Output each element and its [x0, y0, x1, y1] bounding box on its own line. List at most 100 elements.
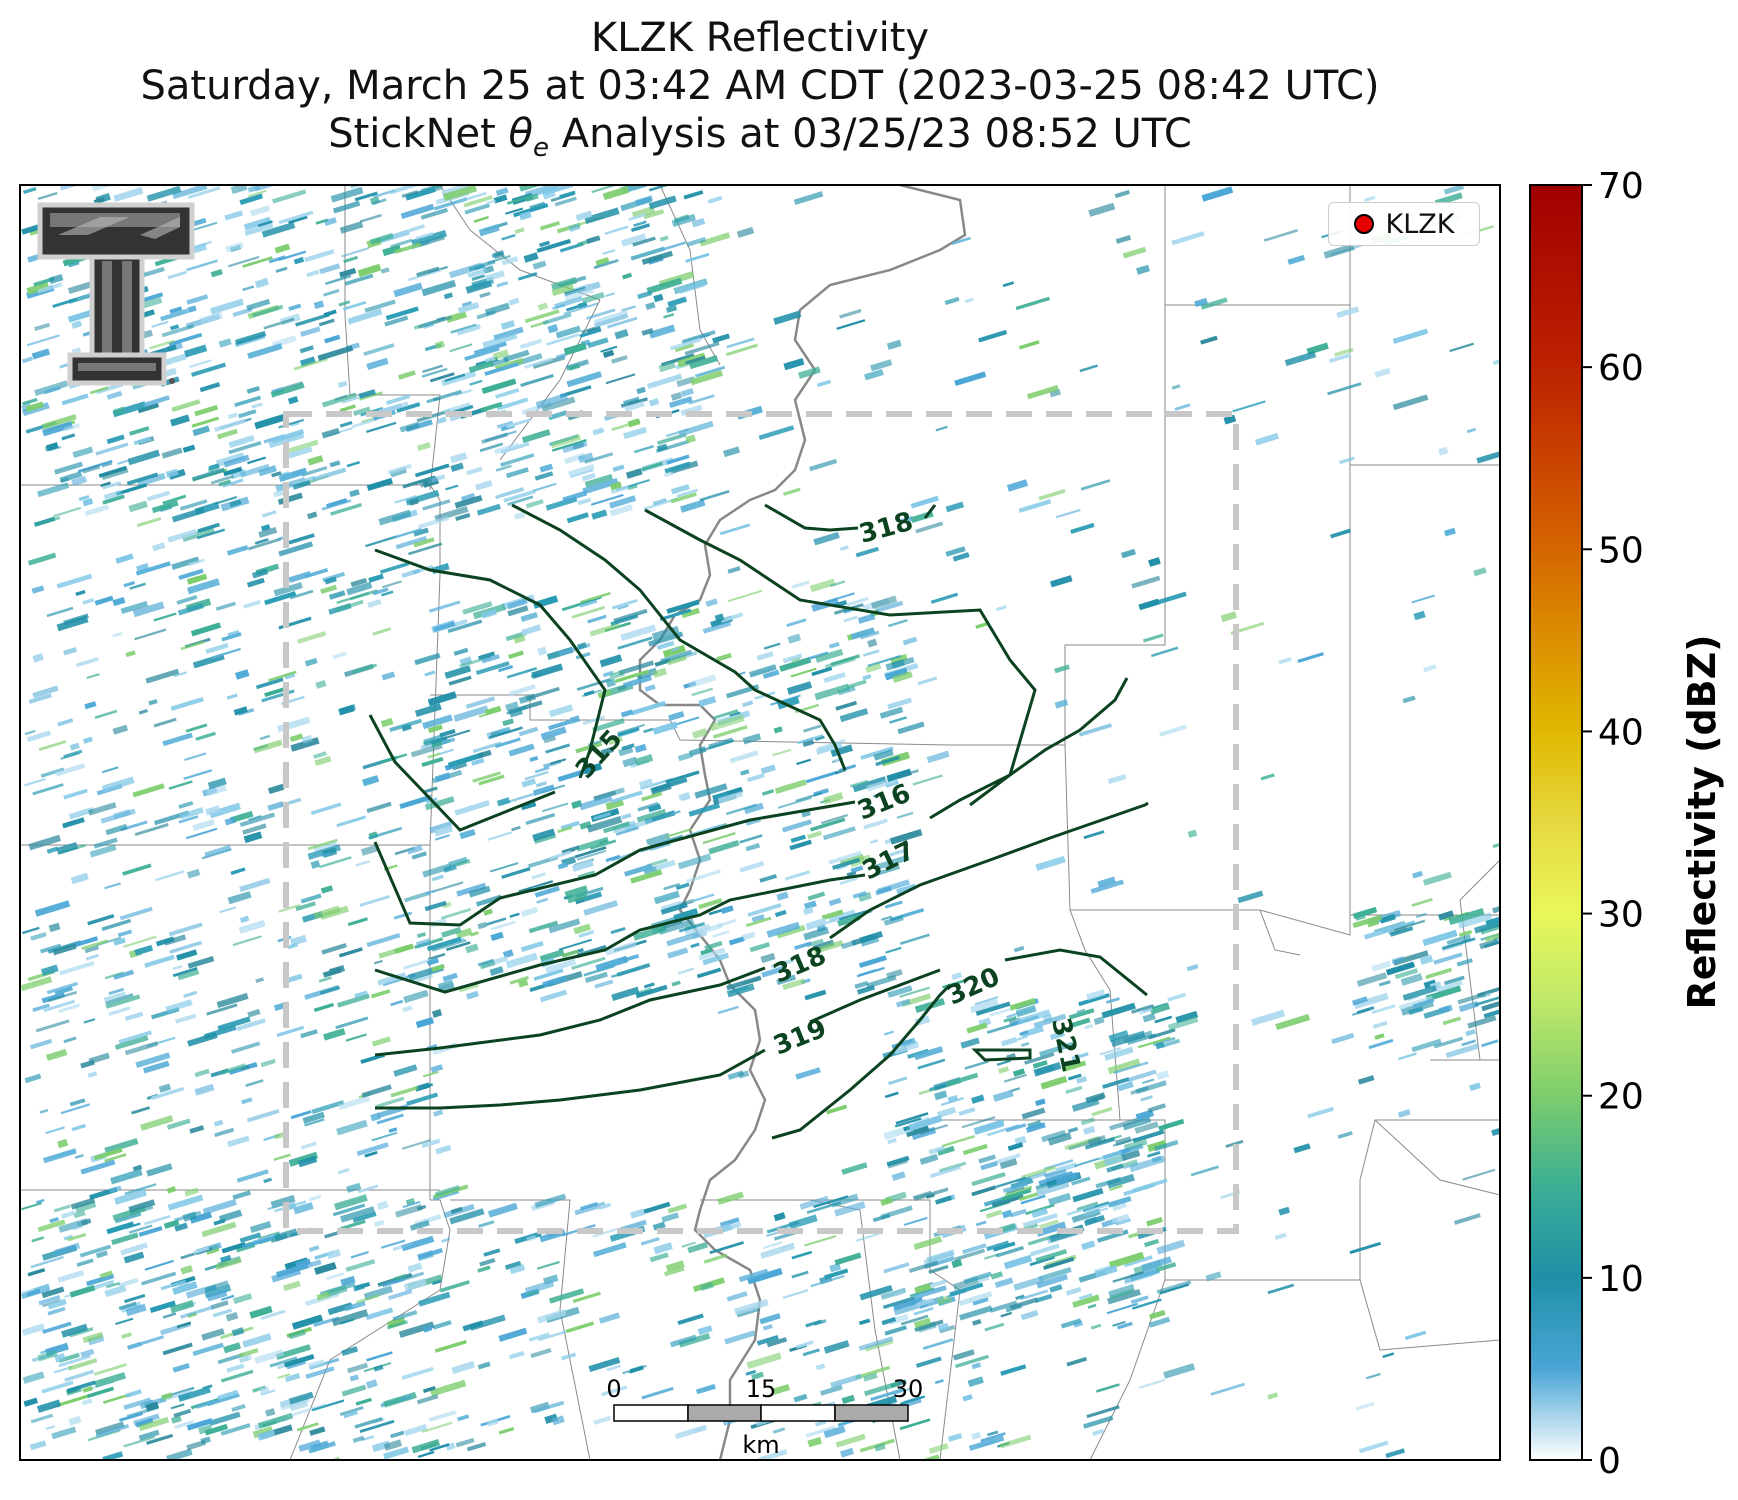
- reflectivity-streak: [359, 391, 383, 401]
- reflectivity-streak: [602, 186, 630, 201]
- reflectivity-streak: [481, 432, 509, 444]
- reflectivity-streak: [293, 256, 305, 265]
- reflectivity-streak: [278, 467, 308, 483]
- reflectivity-streak: [218, 338, 232, 348]
- reflectivity-streak: [125, 650, 136, 658]
- reflectivity-streak: [402, 475, 436, 489]
- reflectivity-streak: [390, 999, 404, 1007]
- reflectivity-streak: [562, 440, 588, 454]
- reflectivity-streak: [1499, 909, 1500, 918]
- reflectivity-streak: [345, 1033, 367, 1042]
- reflectivity-streak: [34, 322, 51, 332]
- reflectivity-streak: [134, 823, 169, 836]
- reflectivity-streak: [366, 421, 397, 433]
- reflectivity-streak: [381, 590, 394, 597]
- reflectivity-streak: [171, 1415, 182, 1424]
- reflectivity-streak: [104, 1284, 127, 1298]
- reflectivity-streak: [79, 1244, 112, 1258]
- reflectivity-streak: [162, 494, 187, 505]
- reflectivity-streak: [594, 313, 629, 328]
- reflectivity-streak: [659, 235, 669, 242]
- reflectivity-streak: [299, 345, 314, 354]
- reflectivity-streak: [632, 236, 656, 247]
- reflectivity-streak: [146, 490, 171, 502]
- reflectivity-streak: [93, 197, 105, 205]
- reflectivity-streak: [31, 348, 51, 360]
- title-line-1: KLZK Reflectivity: [590, 15, 930, 61]
- reflectivity-streak: [32, 653, 44, 663]
- reflectivity-streak: [602, 249, 616, 256]
- reflectivity-streak: [304, 1118, 325, 1127]
- reflectivity-streak: [222, 478, 244, 488]
- reflectivity-streak: [89, 386, 109, 395]
- reflectivity-streak: [524, 309, 560, 324]
- colorbar-tick-label: 20: [1598, 1077, 1644, 1118]
- reflectivity-streak: [229, 499, 242, 508]
- reflectivity-streak: [224, 210, 244, 221]
- reflectivity-streak: [191, 221, 218, 232]
- reflectivity-streak: [238, 919, 266, 934]
- reflectivity-streak: [341, 247, 370, 258]
- reflectivity-streak: [106, 434, 125, 445]
- reflectivity-streak: [371, 1131, 398, 1142]
- reflectivity-streak: [53, 506, 82, 518]
- reflectivity-streak: [641, 328, 654, 336]
- reflectivity-streak: [454, 388, 472, 397]
- reflectivity-streak: [122, 935, 157, 948]
- reflectivity-streak: [411, 851, 427, 860]
- reflectivity-streak: [276, 1025, 305, 1037]
- reflectivity-streak: [414, 1082, 431, 1092]
- reflectivity-streak: [40, 943, 62, 954]
- reflectivity-streak: [84, 504, 110, 517]
- reflectivity-streak: [278, 210, 314, 225]
- reflectivity-streak: [54, 461, 83, 475]
- reflectivity-streak: [517, 272, 538, 281]
- reflectivity-streak: [563, 342, 587, 356]
- reflectivity-streak: [46, 606, 74, 618]
- reflectivity-streak: [338, 300, 351, 307]
- reflectivity-streak: [252, 304, 284, 318]
- reflectivity-streak: [46, 846, 59, 854]
- reflectivity-streak: [637, 290, 653, 300]
- reflectivity-streak: [39, 1108, 49, 1114]
- reflectivity-streak: [166, 1186, 177, 1194]
- reflectivity-streak: [394, 494, 418, 504]
- reflectivity-streak: [537, 302, 549, 311]
- reflectivity-streak: [686, 236, 707, 247]
- reflectivity-streak: [437, 416, 447, 424]
- reflectivity-streak: [365, 535, 398, 548]
- reflectivity-streak: [432, 389, 463, 402]
- reflectivity-streak: [546, 333, 580, 346]
- reflectivity-streak: [624, 400, 645, 412]
- reflectivity-streak: [223, 454, 250, 468]
- reflectivity-streak: [356, 1142, 389, 1156]
- reflectivity-streak: [137, 472, 166, 487]
- reflectivity-streak: [270, 1194, 296, 1209]
- reflectivity-streak: [584, 207, 620, 225]
- reflectivity-streak: [56, 1393, 91, 1408]
- reflectivity-streak: [247, 456, 267, 465]
- colorbar-tick-label: 40: [1598, 712, 1644, 753]
- reflectivity-streak: [42, 421, 74, 437]
- reflectivity-streak: [239, 193, 264, 205]
- reflectivity-streak: [162, 1342, 193, 1356]
- reflectivity-streak: [346, 461, 361, 468]
- reflectivity-streak: [418, 315, 453, 329]
- colorbar-tick-label: 60: [1598, 348, 1644, 389]
- reflectivity-streak: [284, 973, 303, 984]
- reflectivity-streak: [416, 266, 440, 278]
- reflectivity-streak: [434, 340, 445, 350]
- reflectivity-streak: [215, 452, 246, 468]
- reflectivity-streak: [428, 1410, 457, 1423]
- reflectivity-streak: [152, 542, 166, 552]
- reflectivity-streak: [192, 425, 210, 437]
- reflectivity-streak: [31, 585, 45, 594]
- reflectivity-streak: [368, 573, 384, 583]
- reflectivity-streak: [271, 428, 305, 444]
- reflectivity-streak: [25, 401, 44, 413]
- reflectivity-streak: [481, 378, 517, 394]
- reflectivity-streak: [683, 190, 704, 200]
- reflectivity-streak: [311, 1100, 345, 1115]
- reflectivity-streak: [129, 426, 150, 436]
- reflectivity-streak: [299, 356, 316, 367]
